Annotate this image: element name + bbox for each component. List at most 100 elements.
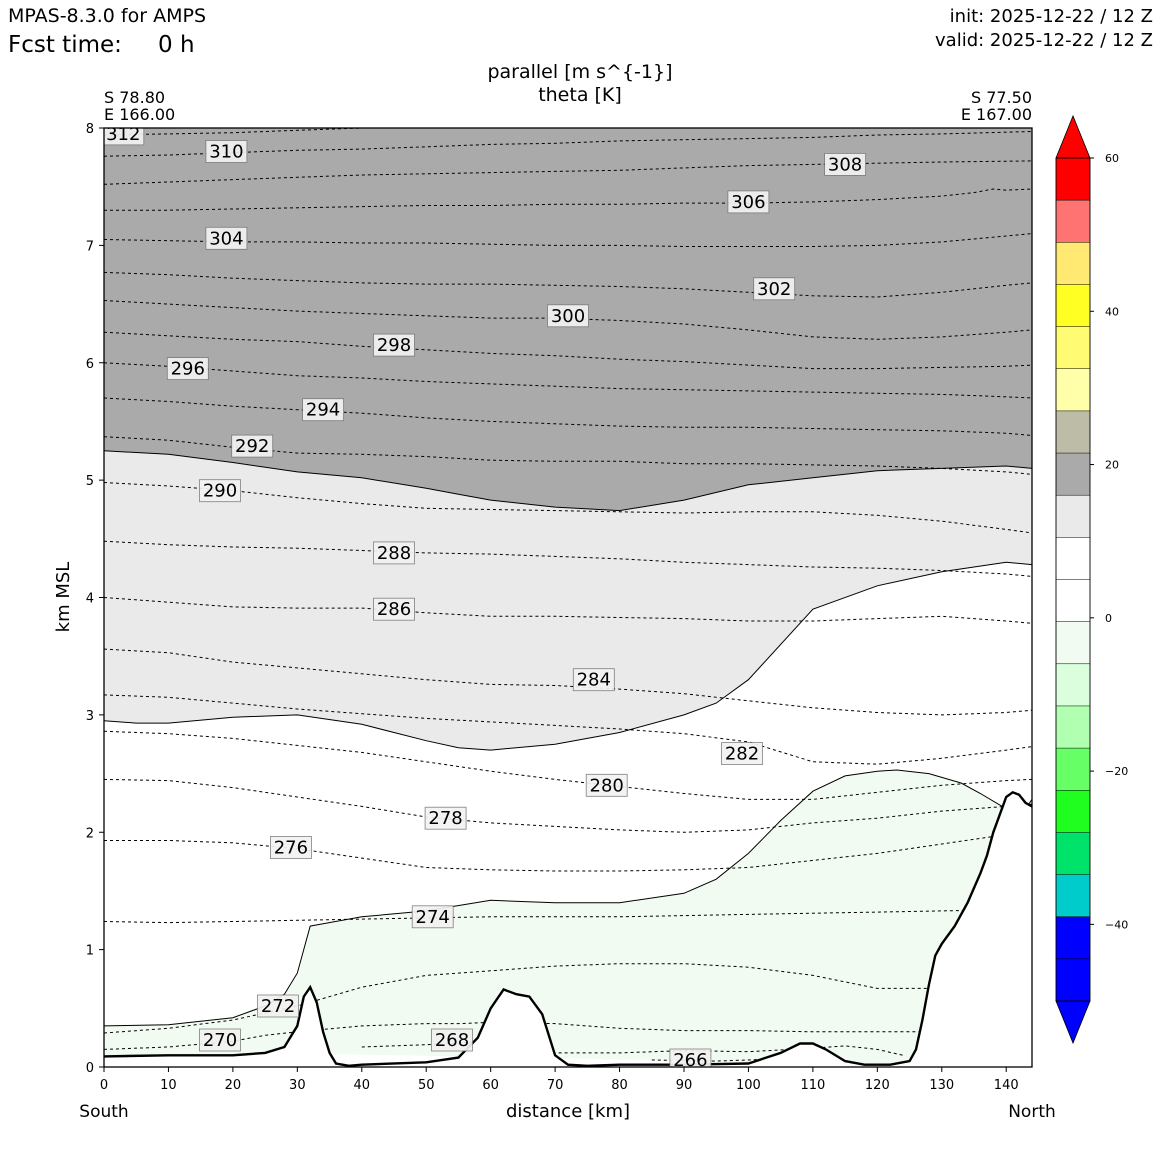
svg-text:294: 294 xyxy=(306,400,340,421)
isentrope-304 xyxy=(104,233,1032,247)
colorbar-extend-top xyxy=(1055,114,1091,159)
y-axis-label: km MSL xyxy=(53,562,74,633)
x-tick-label: 0 xyxy=(100,1078,108,1093)
isentrope-282 xyxy=(104,694,1032,765)
terrain-line xyxy=(104,790,1032,1067)
colorbar-segment xyxy=(1055,284,1091,328)
svg-text:304: 304 xyxy=(209,228,243,249)
svg-text:272: 272 xyxy=(261,996,295,1017)
colorbar-tick-label: −20 xyxy=(1105,765,1128,778)
svg-text:288: 288 xyxy=(377,543,411,564)
svg-text:310: 310 xyxy=(209,142,243,163)
contour-label: 274 xyxy=(411,905,454,929)
x-tick-label: 100 xyxy=(736,1078,761,1093)
colorbar-segment xyxy=(1055,199,1091,244)
isentrope-310 xyxy=(104,131,1032,157)
contour-label: 300 xyxy=(547,304,589,328)
left-endpoint-lon: E 166.00 xyxy=(104,105,175,124)
colorbar-segment xyxy=(1055,368,1091,412)
svg-text:292: 292 xyxy=(235,436,269,457)
x-tick-label: 120 xyxy=(865,1078,890,1093)
colorbar-segment xyxy=(1055,705,1091,749)
colorbar-segment xyxy=(1055,579,1091,623)
colorbar-segment xyxy=(1055,621,1091,665)
y-tick-label: 5 xyxy=(86,474,94,489)
y-tick-label: 2 xyxy=(86,826,94,841)
colorbar-segment xyxy=(1055,916,1091,960)
svg-text:270: 270 xyxy=(203,1030,237,1051)
contour-label: 288 xyxy=(373,541,415,565)
colorbar-frame xyxy=(1055,157,1091,1002)
contour-label: 304 xyxy=(205,226,248,250)
x-tick-label: 130 xyxy=(929,1078,954,1093)
svg-text:266: 266 xyxy=(673,1050,707,1071)
x-tick-label: 40 xyxy=(354,1078,371,1093)
svg-text:306: 306 xyxy=(731,192,765,213)
colorbar-segment xyxy=(1055,832,1091,876)
wind-band-contour xyxy=(104,769,1032,1027)
x-tick-label: 140 xyxy=(994,1078,1019,1093)
colorbar-tick-label: 0 xyxy=(1105,612,1112,625)
contour-label: 310 xyxy=(205,140,248,163)
contour-label: 276 xyxy=(269,836,312,859)
x-tick-label: 90 xyxy=(676,1078,693,1093)
colorbar-tick-label: 40 xyxy=(1105,305,1119,318)
x-tick-label: 30 xyxy=(289,1078,306,1093)
isentrope-272 xyxy=(104,963,942,1034)
contour-label: 266 xyxy=(669,1048,712,1071)
colorbar-segment xyxy=(1055,452,1091,496)
contour-label: 306 xyxy=(727,190,770,214)
svg-text:276: 276 xyxy=(274,838,308,859)
svg-text:300: 300 xyxy=(551,306,585,327)
svg-text:296: 296 xyxy=(171,359,205,380)
svg-text:280: 280 xyxy=(590,775,624,796)
svg-text:274: 274 xyxy=(416,907,450,928)
colorbar-segment xyxy=(1055,747,1091,791)
contour-label: 270 xyxy=(199,1028,241,1052)
isentrope-270 xyxy=(104,1021,923,1050)
model-title: MPAS-8.3.0 for AMPS xyxy=(8,5,206,27)
colorbar-segment xyxy=(1055,663,1091,707)
right-endpoint-lon: E 167.00 xyxy=(961,105,1032,124)
isentrope-290 xyxy=(104,482,1032,534)
wind-band-contour xyxy=(104,450,1032,512)
valid-time: valid: 2025-12-22 / 12 Z xyxy=(935,30,1153,51)
isentrope-274 xyxy=(104,908,1032,924)
south-label: South xyxy=(79,1102,128,1122)
chart-title-line1: parallel [m s^{-1}] xyxy=(487,61,672,83)
contour-label: 278 xyxy=(424,806,467,830)
contour-label: 302 xyxy=(753,277,796,301)
x-tick-label: 80 xyxy=(611,1078,628,1093)
svg-text:290: 290 xyxy=(203,481,237,502)
colorbar-segment xyxy=(1055,326,1091,370)
chart-title-line2: theta [K] xyxy=(538,84,622,106)
x-axis-label: distance [km] xyxy=(506,1101,630,1122)
colorbar-segment xyxy=(1055,874,1091,918)
colorbar-segment xyxy=(1055,958,1091,1002)
contour-label: 282 xyxy=(721,742,763,765)
contour-label: 286 xyxy=(373,597,415,621)
left-endpoint-lat: S 78.80 xyxy=(104,88,165,107)
x-tick-label: 50 xyxy=(418,1078,435,1093)
colorbar-tick-label: 60 xyxy=(1105,152,1119,165)
x-tick-label: 20 xyxy=(225,1078,242,1093)
plot-area: 266 268 270 272 274 276 278 280 282 284 286 288 290 2… xyxy=(104,124,1032,1071)
y-tick-label: 8 xyxy=(86,122,94,137)
isentrope-288 xyxy=(104,540,1032,577)
terrain-mask xyxy=(104,792,1032,1067)
colorbar-segment xyxy=(1055,790,1091,834)
contour-label: 268 xyxy=(431,1028,473,1052)
svg-text:278: 278 xyxy=(428,808,462,829)
isentrope-292 xyxy=(104,436,1032,475)
svg-text:312: 312 xyxy=(106,124,140,145)
svg-text:268: 268 xyxy=(435,1030,469,1051)
contour-label: 272 xyxy=(257,994,299,1018)
contour-label: 298 xyxy=(373,333,415,357)
svg-text:302: 302 xyxy=(757,279,791,300)
colorbar-segment xyxy=(1055,242,1091,286)
y-tick-label: 0 xyxy=(86,1061,94,1076)
contour-label: 280 xyxy=(585,773,628,797)
contour-label: 294 xyxy=(302,398,345,422)
right-endpoint-lat: S 77.50 xyxy=(971,88,1032,107)
isentrope-278 xyxy=(104,778,1032,833)
